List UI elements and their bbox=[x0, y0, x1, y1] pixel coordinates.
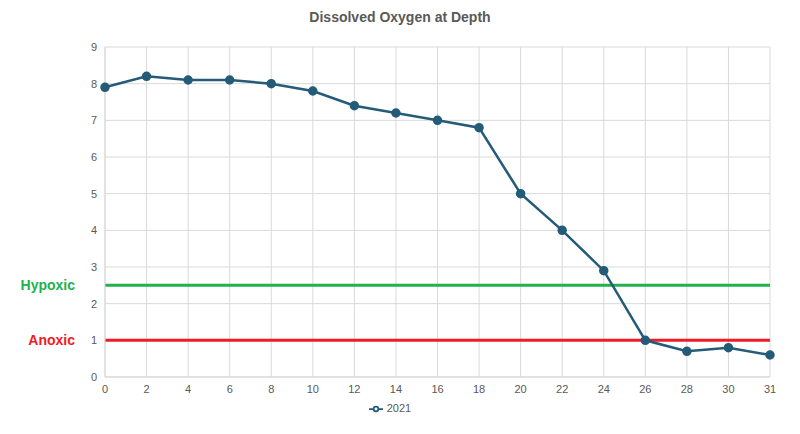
svg-text:24: 24 bbox=[598, 383, 610, 395]
svg-text:7: 7 bbox=[91, 114, 97, 126]
html-text:Dissolved Oxygen at Depth: Dissolved Oxygen at Depth bbox=[309, 9, 491, 25]
svg-text:3: 3 bbox=[91, 261, 97, 273]
svg-text:31: 31 bbox=[764, 383, 776, 395]
svg-text:18: 18 bbox=[473, 383, 485, 395]
svg-text:26: 26 bbox=[639, 383, 651, 395]
svg-text:Anoxic: Anoxic bbox=[28, 332, 75, 348]
svg-text:4: 4 bbox=[91, 224, 97, 236]
svg-text:6: 6 bbox=[227, 383, 233, 395]
svg-text:6: 6 bbox=[91, 151, 97, 163]
svg-text:14: 14 bbox=[390, 383, 402, 395]
svg-text:9: 9 bbox=[91, 41, 97, 53]
svg-text:1: 1 bbox=[91, 334, 97, 346]
svg-text:30: 30 bbox=[722, 383, 734, 395]
svg-text:0: 0 bbox=[91, 371, 97, 383]
svg-text:5: 5 bbox=[91, 188, 97, 200]
svg-text:22: 22 bbox=[556, 383, 568, 395]
svg-text:2: 2 bbox=[144, 383, 150, 395]
svg-text:8: 8 bbox=[91, 78, 97, 90]
svg-text:16: 16 bbox=[431, 383, 443, 395]
svg-text:0: 0 bbox=[102, 383, 108, 395]
svg-text:12: 12 bbox=[348, 383, 360, 395]
html-text:2021: 2021 bbox=[386, 402, 412, 414]
svg-text:28: 28 bbox=[681, 383, 693, 395]
svg-text:8: 8 bbox=[268, 383, 274, 395]
svg-text:Hypoxic: Hypoxic bbox=[21, 277, 76, 293]
svg-text:10: 10 bbox=[307, 383, 319, 395]
svg-text:2: 2 bbox=[91, 298, 97, 310]
svg-text:20: 20 bbox=[515, 383, 527, 395]
svg-text:4: 4 bbox=[185, 383, 191, 395]
